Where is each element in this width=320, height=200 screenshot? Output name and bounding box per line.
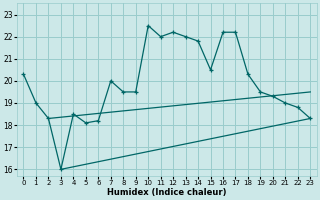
X-axis label: Humidex (Indice chaleur): Humidex (Indice chaleur) [107,188,227,197]
